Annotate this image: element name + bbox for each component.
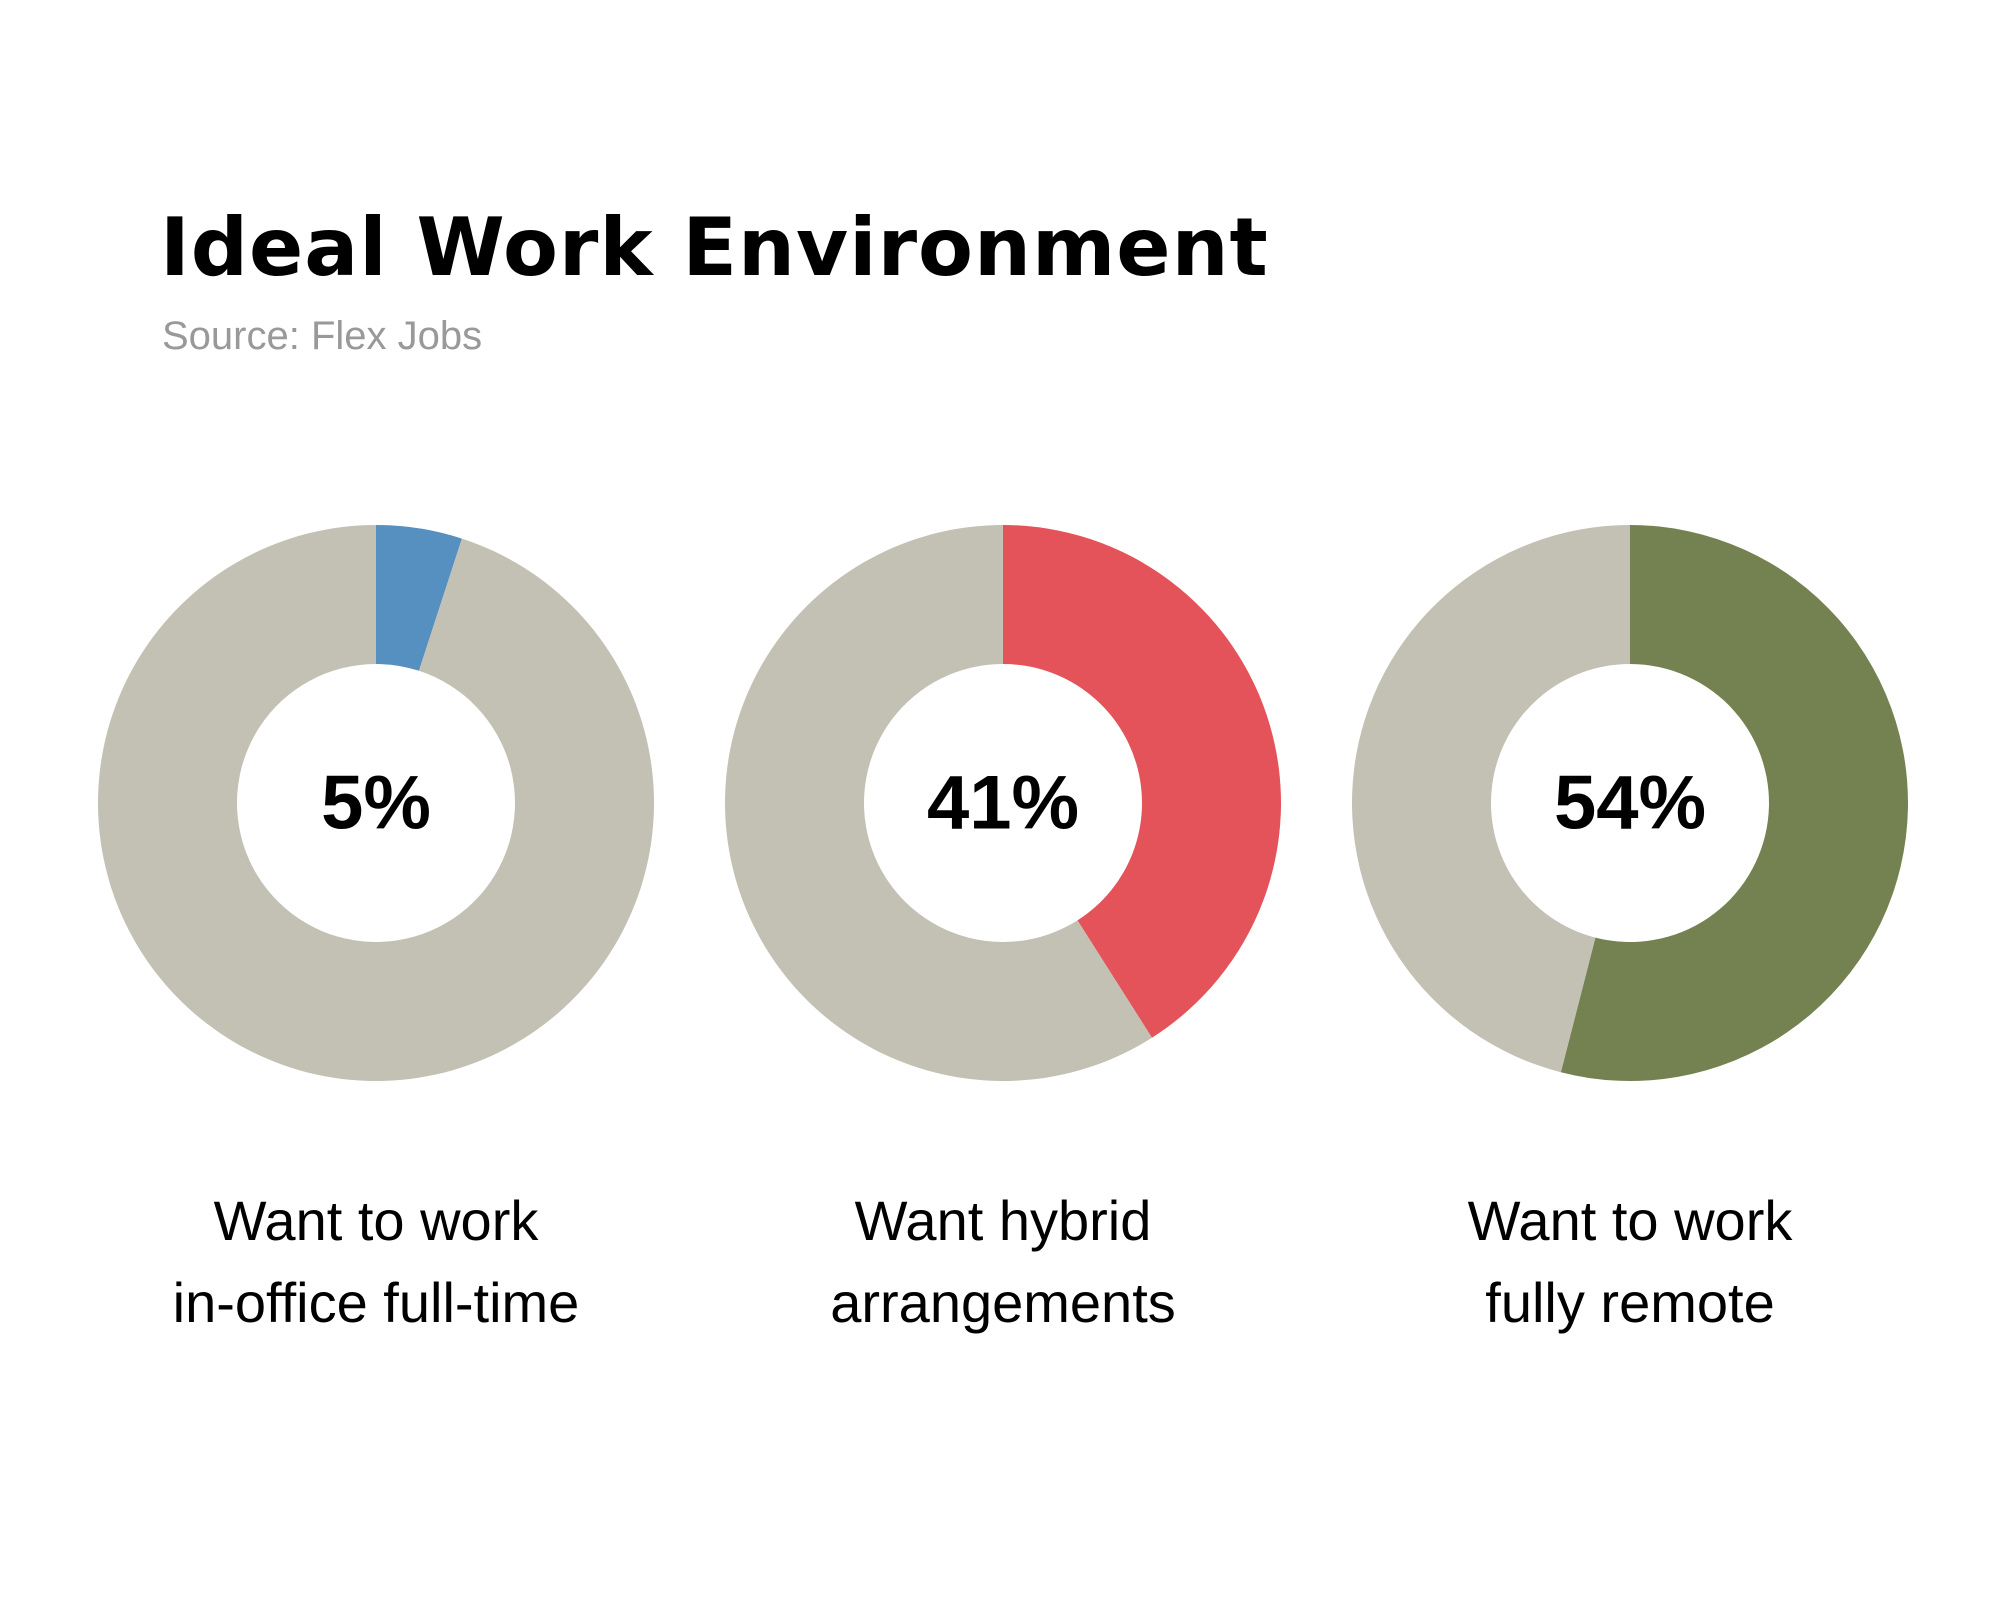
donut-hybrid: 41%	[725, 525, 1282, 1081]
chart-title: Ideal Work Environment	[160, 201, 1269, 294]
chart-source: Source: Flex Jobs	[162, 314, 483, 358]
hybrid-slice	[1003, 525, 1282, 1038]
in-office-slice	[376, 525, 462, 671]
hybrid-remainder-slice	[725, 525, 1152, 1081]
caption-line: in-office full-time	[172, 1271, 580, 1334]
caption-in-office: Want to work in-office full-time	[96, 1180, 656, 1344]
caption-hybrid: Want hybrid arrangements	[723, 1180, 1283, 1344]
caption-line: arrangements	[830, 1271, 1176, 1334]
donut-in-office: 5%	[98, 525, 655, 1081]
caption-line: Want hybrid	[854, 1189, 1152, 1252]
caption-line: fully remote	[1485, 1271, 1775, 1334]
in-office-percent-label: 5%	[321, 761, 431, 846]
hybrid-percent-label: 41%	[927, 761, 1079, 846]
remote-remainder-slice	[1352, 525, 1630, 1073]
remote-slice	[1560, 525, 1909, 1081]
caption-line: Want to work	[213, 1189, 539, 1252]
caption-line: Want to work	[1467, 1189, 1793, 1252]
in-office-remainder-slice	[98, 525, 655, 1081]
caption-remote: Want to work fully remote	[1350, 1180, 1910, 1344]
donut-remote: 54%	[1352, 525, 1909, 1081]
remote-percent-label: 54%	[1554, 761, 1706, 846]
